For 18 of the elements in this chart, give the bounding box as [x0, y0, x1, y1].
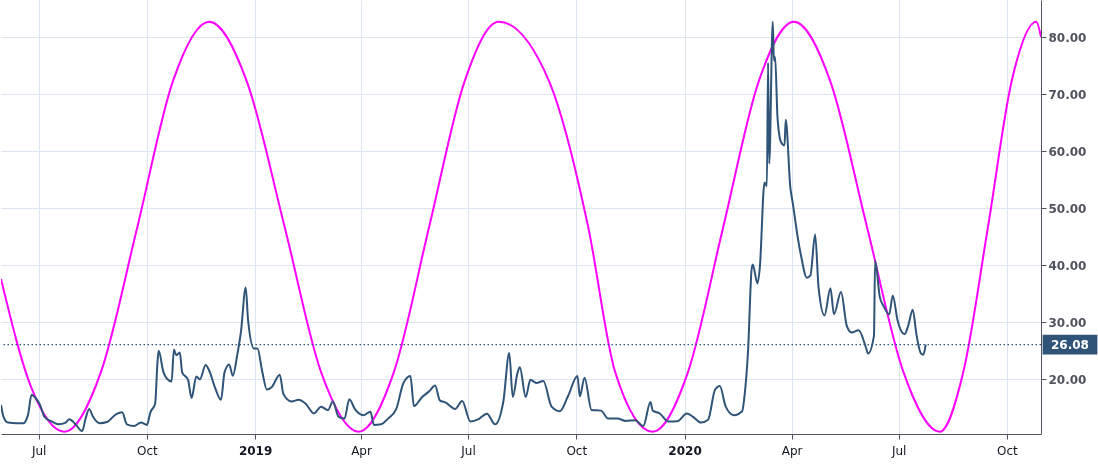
x-tick-label: Jul	[460, 443, 476, 458]
x-tick-label: 2020	[668, 443, 702, 458]
y-tick-label: 40.00	[1048, 258, 1087, 273]
x-tick-label: Apr	[781, 443, 803, 458]
y-tick-label: 20.00	[1048, 372, 1087, 387]
x-tick-label: Oct	[566, 443, 588, 458]
x-tick-label: Oct	[997, 443, 1019, 458]
x-tick-label: Apr	[351, 443, 372, 458]
y-tick-label: 70.00	[1048, 87, 1087, 102]
x-tick-label: Jul	[30, 443, 47, 458]
y-tick-label: 30.00	[1048, 315, 1087, 330]
ref-line-label: 26.08	[1051, 337, 1089, 352]
x-tick-label: Oct	[137, 443, 159, 458]
y-tick-label: 80.00	[1048, 30, 1087, 45]
x-tick-label: 2019	[238, 443, 273, 458]
x-tick-label: Jul	[890, 443, 907, 458]
y-tick-label: 60.00	[1048, 144, 1087, 159]
y-tick-label: 50.00	[1048, 201, 1087, 216]
